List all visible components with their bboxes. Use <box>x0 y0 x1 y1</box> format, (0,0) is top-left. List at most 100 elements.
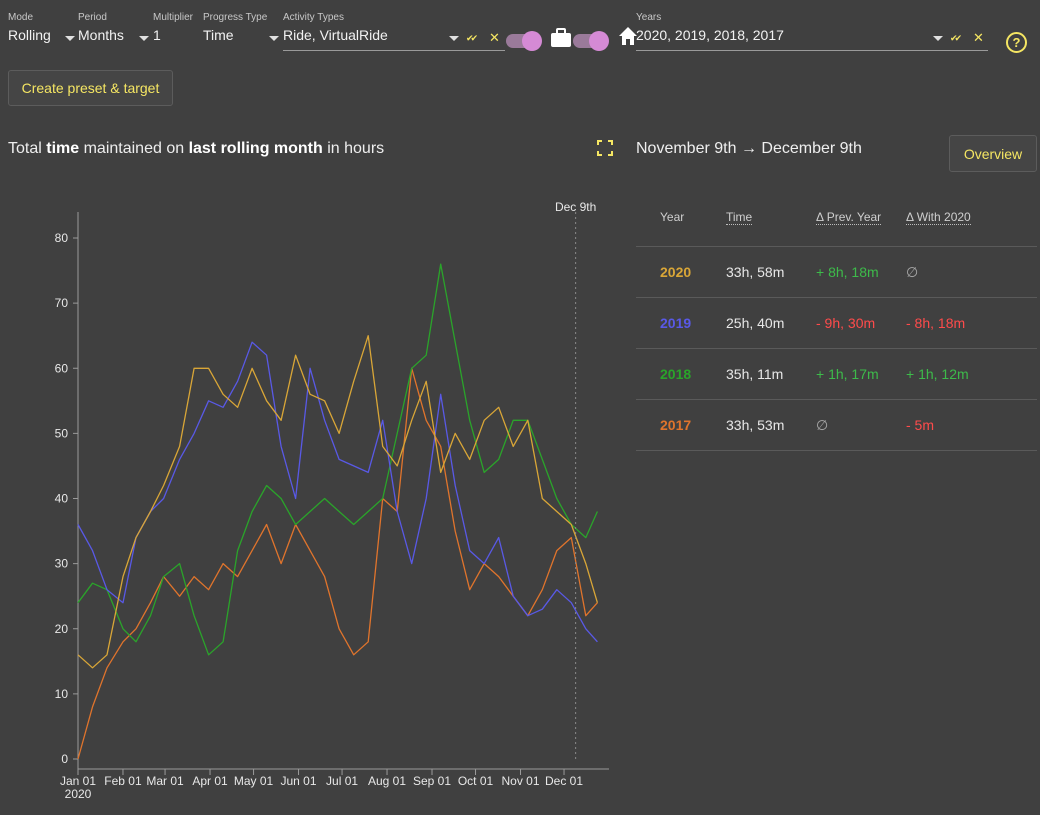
multiplier-input[interactable]: Multiplier 1 <box>153 12 199 43</box>
chart-title-mid: maintained on <box>79 140 189 157</box>
toggle-knob <box>522 31 542 51</box>
progress-type-select[interactable]: Progress Type Time <box>203 12 281 43</box>
x-tick-label: Nov 01 <box>501 774 539 788</box>
activity-types-chevron-down-icon <box>449 36 459 41</box>
home-icon <box>618 26 638 51</box>
header-time[interactable]: Time <box>725 188 815 247</box>
chart-title: Total time maintained on last rolling mo… <box>8 140 384 158</box>
table-row: 2018 35h, 11m + 1h, 17m + 1h, 12m <box>636 348 1037 400</box>
series-line-2017 <box>77 367 598 760</box>
row-year: 2018 <box>636 348 725 400</box>
x-tick-label: Dec 01 <box>545 774 583 788</box>
x-tick-label: Oct 01 <box>458 774 494 788</box>
years-value: 2020, 2019, 2018, 2017 <box>636 27 784 43</box>
activity-types-label: Activity Types <box>283 12 344 23</box>
row-prev: + 1h, 17m <box>815 348 905 400</box>
row-with: - 5m <box>905 399 1037 451</box>
years-select[interactable]: Years 2020, 2019, 2018, 2017 ✔✔ ✕ <box>636 12 988 51</box>
mode-chevron-down-icon <box>65 36 75 41</box>
header-time-label: Time <box>726 210 753 225</box>
years-chevron-down-icon <box>933 36 943 41</box>
toggle-switch-1[interactable] <box>506 31 542 51</box>
row-with: - 8h, 18m <box>905 297 1037 349</box>
x-tick-label: Jul 01 <box>326 774 358 788</box>
table-header-row: Year Time Δ Prev. Year Δ With 2020 <box>636 188 1037 247</box>
y-tick-label: 20 <box>55 622 69 636</box>
header-year: Year <box>636 188 725 247</box>
row-with: + 1h, 12m <box>905 348 1037 400</box>
period-value: Months <box>78 27 124 43</box>
y-tick-label: 80 <box>55 231 69 245</box>
date-range-to: December 9th <box>761 140 862 157</box>
overview-button[interactable]: Overview <box>949 135 1037 172</box>
header-with-2020-label: Δ With 2020 <box>906 210 971 225</box>
x-year-label: 2020 <box>65 787 92 801</box>
x-tick-label: Apr 01 <box>192 774 228 788</box>
activity-clear-icon[interactable]: ✕ <box>489 30 500 45</box>
row-prev: + 8h, 18m <box>815 246 905 298</box>
create-preset-button[interactable]: Create preset & target <box>8 70 173 106</box>
header-with-2020[interactable]: Δ With 2020 <box>905 188 1037 247</box>
row-year: 2019 <box>636 297 725 349</box>
row-prev: - 9h, 30m <box>815 297 905 349</box>
activity-types-value: Ride, VirtualRide <box>283 27 388 43</box>
row-time: 33h, 53m <box>725 399 815 451</box>
x-tick-label: Feb 01 <box>104 774 142 788</box>
series-line-2018 <box>77 263 598 656</box>
chart-title-metric: time <box>46 140 80 157</box>
x-tick-label: Jun 01 <box>281 774 317 788</box>
comparison-table: Year Time Δ Prev. Year Δ With 2020 2020 … <box>636 188 1037 451</box>
y-tick-label: 50 <box>55 426 69 440</box>
y-tick-label: 10 <box>55 687 69 701</box>
activity-types-select[interactable]: Activity Types Ride, VirtualRide ✔✔ ✕ <box>283 12 505 51</box>
years-clear-icon[interactable]: ✕ <box>973 30 984 45</box>
row-time: 25h, 40m <box>725 297 815 349</box>
chart-title-post: in hours <box>322 140 385 157</box>
arrow-right-icon: → <box>740 140 757 157</box>
years-label: Years <box>636 12 662 23</box>
header-prev-year-label: Δ Prev. Year <box>816 210 882 225</box>
date-range-from: November 9th <box>636 140 737 157</box>
fullscreen-icon[interactable] <box>597 140 613 161</box>
mode-select[interactable]: Mode Rolling <box>8 12 75 43</box>
activity-select-all-icon[interactable]: ✔✔ <box>466 33 478 43</box>
toggle-knob <box>589 31 609 51</box>
x-tick-label: Aug 01 <box>368 774 406 788</box>
period-chevron-down-icon <box>139 36 149 41</box>
multiplier-value: 1 <box>153 27 161 43</box>
x-tick-label: Jan 01 <box>60 774 96 788</box>
y-tick-label: 30 <box>55 557 69 571</box>
row-prev: ∅ <box>815 399 905 451</box>
row-year: 2020 <box>636 246 725 298</box>
y-tick-label: 60 <box>55 361 69 375</box>
y-tick-label: 0 <box>61 752 68 766</box>
years-select-all-icon[interactable]: ✔✔ <box>950 33 962 43</box>
chart-title-period: last rolling month <box>188 140 323 157</box>
rolling-time-chart: 0 10 20 30 40 50 60 70 80 Jan 01 Feb 01 Mar 01 Apr 0… <box>55 200 609 801</box>
today-marker-label: Dec 9th <box>555 200 596 214</box>
multiplier-label: Multiplier <box>153 12 194 23</box>
mode-value: Rolling <box>8 27 51 43</box>
x-tick-label: May 01 <box>234 774 274 788</box>
row-time: 33h, 58m <box>725 246 815 298</box>
mode-label: Mode <box>8 12 34 23</box>
y-tick-label: 70 <box>55 296 69 310</box>
toggle-switch-2[interactable] <box>573 31 609 51</box>
row-year: 2017 <box>636 399 725 451</box>
chart-title-pre: Total <box>8 140 47 157</box>
table-row: 2020 33h, 58m + 8h, 18m ∅ <box>636 246 1037 298</box>
period-select[interactable]: Period Months <box>78 12 150 43</box>
table-row: 2017 33h, 53m ∅ - 5m <box>636 399 1037 451</box>
date-range: November 9th → December 9th <box>636 140 862 158</box>
series-line-2020 <box>77 335 599 669</box>
x-tick-label: Sep 01 <box>413 774 451 788</box>
period-label: Period <box>78 12 107 23</box>
row-with: ∅ <box>905 246 1037 298</box>
progress-type-value: Time <box>203 27 234 43</box>
header-prev-year[interactable]: Δ Prev. Year <box>815 188 905 247</box>
progress-type-chevron-down-icon <box>269 36 279 41</box>
y-tick-label: 40 <box>55 492 69 506</box>
help-icon[interactable]: ? <box>1006 32 1027 53</box>
table-row: 2019 25h, 40m - 9h, 30m - 8h, 18m <box>636 297 1037 349</box>
series-line-2019 <box>77 341 598 643</box>
